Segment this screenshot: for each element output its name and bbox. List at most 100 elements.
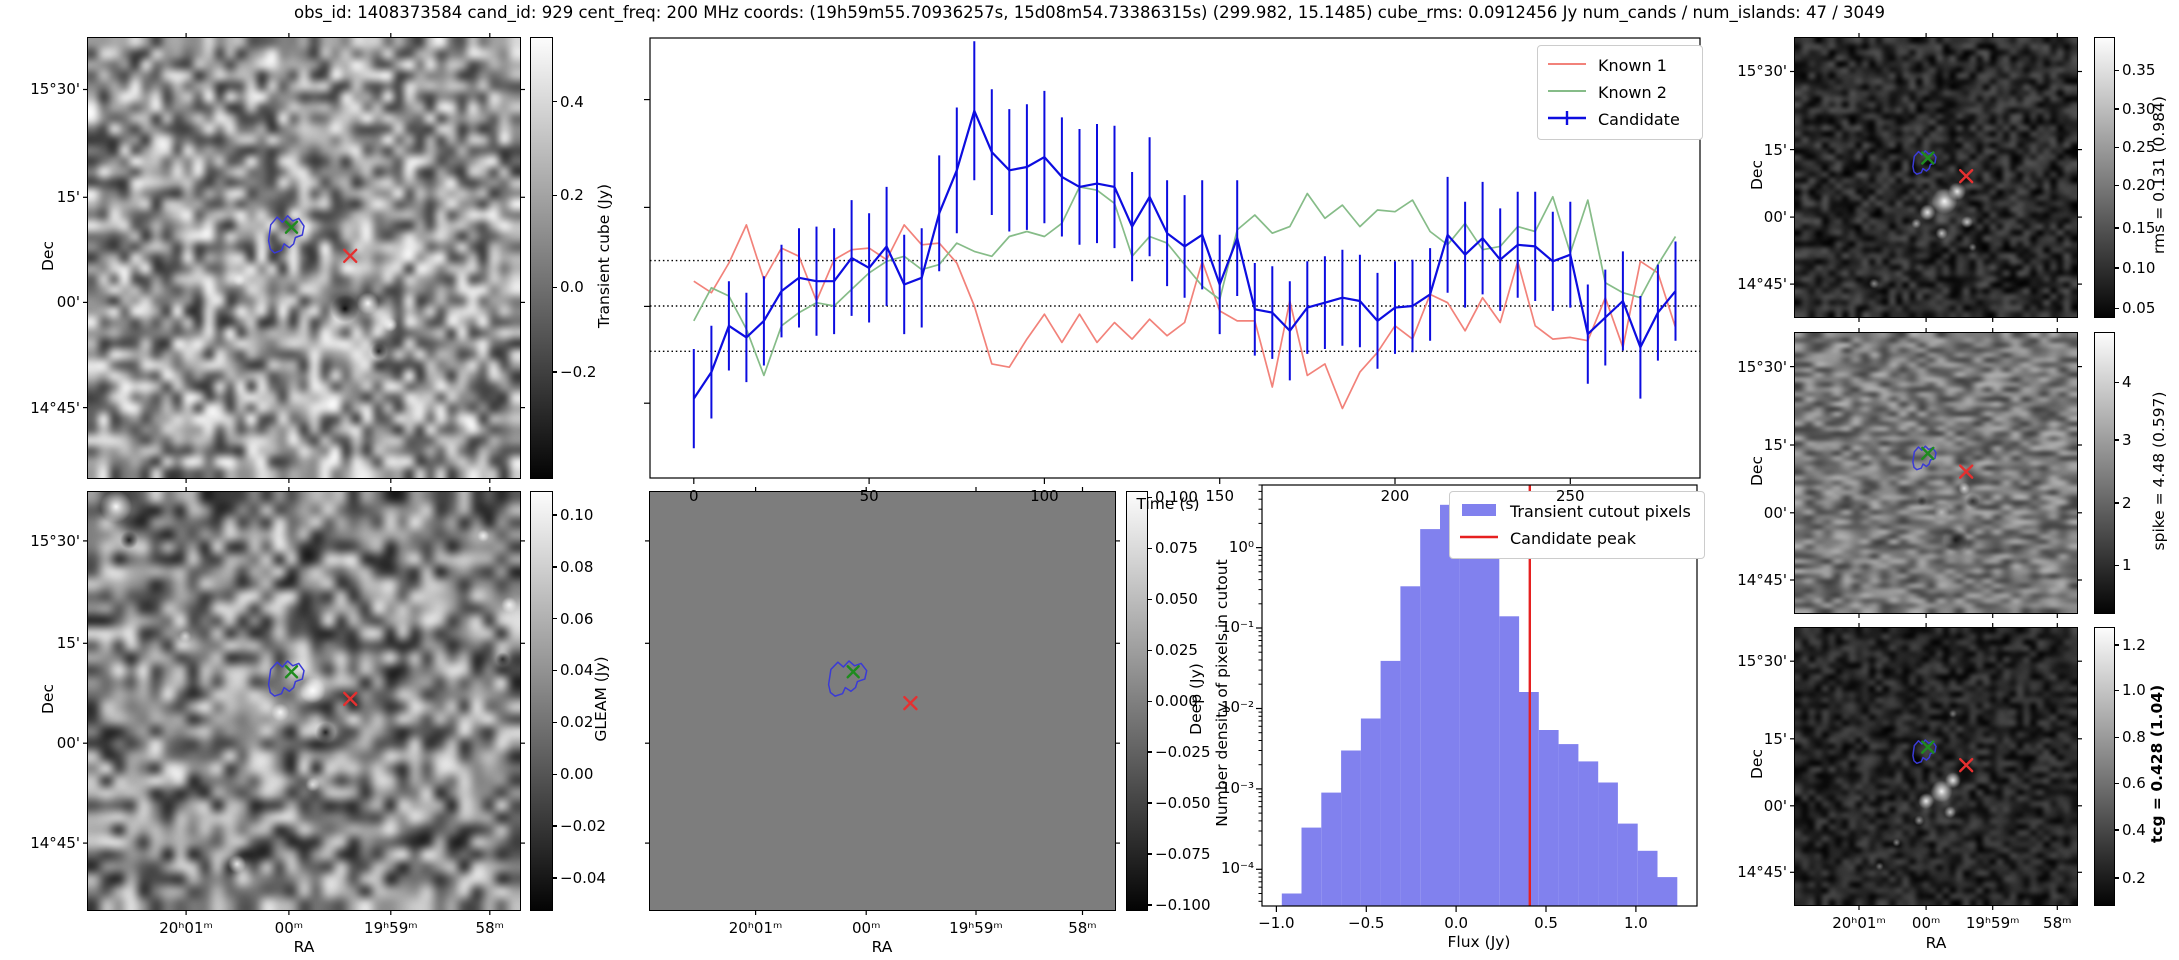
colorbar-tick-label: 0.075 <box>1155 539 1198 557</box>
histogram-y-tick-label: 10⁻³ <box>1220 778 1254 797</box>
colorbar-tick <box>1147 904 1152 906</box>
colorbar-tick-label: 0.2 <box>2122 868 2146 887</box>
colorbar-tick-label: 0.8 <box>2122 728 2146 747</box>
lightcurve-plot <box>644 37 1701 484</box>
colorbar-tick <box>552 194 557 196</box>
colorbar-tick-label: 0.100 <box>1155 488 1198 507</box>
colorbar-tick <box>2114 829 2119 831</box>
legend-label: Known 2 <box>1598 83 1667 102</box>
colorbar-tick <box>2114 108 2119 110</box>
spike-cutout-image <box>1790 328 2082 618</box>
colorbar-tick-label: 0.2 <box>560 186 584 205</box>
colorbar-tick <box>552 566 557 568</box>
colorbar-tick-label: 4 <box>2122 373 2132 391</box>
dec-tick-label: 15°30' <box>1737 62 1787 81</box>
lightcurve-x-tick-label: 150 <box>1205 487 1234 505</box>
colorbar-tick-label: 0.10 <box>2122 258 2156 277</box>
colorbar-tick-label: 0.4 <box>560 92 584 111</box>
legend-line-svg <box>1460 535 1498 538</box>
r3-overlay <box>1790 623 2082 910</box>
lightcurve-x-tick-label: 50 <box>859 487 879 505</box>
legend-item-candidate-peak: Candidate peak <box>1458 525 1694 552</box>
dec-tick-label: 15' <box>1763 436 1787 454</box>
ra-tick-label: 20ʰ01ᵐ <box>728 919 783 937</box>
legend-swatch-icon <box>1546 110 1588 130</box>
dec-tick-label: 14°45' <box>1737 275 1787 294</box>
spike-colorbar <box>2094 332 2115 614</box>
dec-tick-label: 15' <box>56 188 80 207</box>
colorbar-tick <box>552 514 557 516</box>
histogram-y-tick-label: 10⁻² <box>1220 698 1254 717</box>
colorbar-tick-label: 0.4 <box>2122 820 2146 839</box>
legend-line-icon <box>1458 529 1500 549</box>
colorbar-tick <box>1147 853 1152 855</box>
gleam-colorbar-label: GLEAM (Jy) <box>592 656 610 742</box>
dec-tick-label: 14°45' <box>1737 863 1787 882</box>
ra-tick-label: 58ᵐ <box>475 919 504 937</box>
histogram-y-tick-label: 10⁰ <box>1228 537 1254 556</box>
colorbar-tick <box>2114 877 2119 879</box>
colorbar-tick <box>2114 644 2119 646</box>
colorbar-tick-label: −0.100 <box>1155 895 1211 914</box>
colorbar-tick-label: 1 <box>2122 556 2132 575</box>
colorbar-tick <box>2114 69 2119 71</box>
colorbar-tick-label: 0.0 <box>560 278 584 297</box>
colorbar-tick-label: 0.30 <box>2122 99 2156 118</box>
legend-item-candidate: Candidate <box>1546 106 1692 133</box>
colorbar-tick-label: −0.025 <box>1155 742 1211 761</box>
ra-tick-label: 58ᵐ <box>2043 914 2072 932</box>
colorbar-tick <box>2114 439 2119 441</box>
ra-tick-label: 00ᵐ <box>274 919 304 937</box>
dec-tick-label: 14°45' <box>1737 570 1787 589</box>
lightcurve-x-tick-label: 200 <box>1380 487 1410 505</box>
colorbar-tick <box>2114 502 2119 504</box>
colorbar-tick-label: 3 <box>2122 430 2132 449</box>
colorbar-tick <box>552 721 557 723</box>
dp-overlay <box>645 487 1120 915</box>
colorbar-tick <box>2114 146 2119 148</box>
colorbar-tick-label: −0.2 <box>560 362 597 381</box>
dec-tick-label: 15°30' <box>30 531 80 550</box>
ra-tick-label: 19ʰ59ᵐ <box>364 919 418 937</box>
legend-item-known-2: Known 2 <box>1546 79 1692 106</box>
flux-histogram-plot <box>1256 484 1698 912</box>
lightcurve-svg <box>644 37 1701 484</box>
colorbar-tick-label: 0.10 <box>560 505 594 524</box>
spike-colorbar-label: spike = 4.48 (0.597) <box>2150 391 2168 551</box>
colorbar-tick-label: −0.075 <box>1155 844 1211 863</box>
dec-tick-label: 14°45' <box>30 834 80 853</box>
lightcurve-legend: Known 1 Known 2 Candidate <box>1537 45 1703 140</box>
dec-tick-label: 15' <box>56 634 80 653</box>
colorbar-tick-label: 0.000 <box>1155 692 1198 710</box>
colorbar-tick <box>1147 496 1152 498</box>
transient-colorbar-label: Transient cube (Jy) <box>595 183 613 329</box>
histogram-x-tick-label: 0.5 <box>1534 914 1558 932</box>
ra-axis-label-gleam: RA <box>293 938 315 956</box>
r3-noise-image <box>1795 628 2077 905</box>
ra-tick-label: 58ᵐ <box>1068 919 1097 937</box>
colorbar-tick-label: 0.05 <box>2122 299 2156 318</box>
colorbar-tick-label: 0.35 <box>2122 61 2156 80</box>
legend-item-transient-cutout-pixels: Transient cutout pixels <box>1458 498 1694 525</box>
r2-overlay <box>1790 328 2082 618</box>
colorbar-tick <box>2114 564 2119 566</box>
colorbar-tick <box>2114 307 2119 309</box>
ra-tick-label: 00ᵐ <box>1911 914 1941 932</box>
deep-cutout-image <box>645 487 1120 915</box>
colorbar-tick <box>552 773 557 775</box>
legend-line-icon <box>1548 110 1586 125</box>
tl-noise-image <box>88 38 520 478</box>
legend-patch-svg <box>1462 503 1496 516</box>
lightcurve-x-tick-label: 100 <box>1030 487 1059 505</box>
histogram-svg <box>1256 484 1698 912</box>
dec-axis-label-gleam: Dec <box>39 684 57 714</box>
colorbar-tick <box>552 101 557 103</box>
colorbar-tick-label: −0.050 <box>1155 793 1211 812</box>
colorbar-tick <box>552 669 557 672</box>
tl-overlay <box>83 33 525 483</box>
colorbar-tick <box>2114 267 2119 269</box>
colorbar-tick <box>1147 649 1152 651</box>
dec-tick-label: 15°30' <box>1737 357 1787 376</box>
tcg-colorbar <box>2094 627 2115 906</box>
